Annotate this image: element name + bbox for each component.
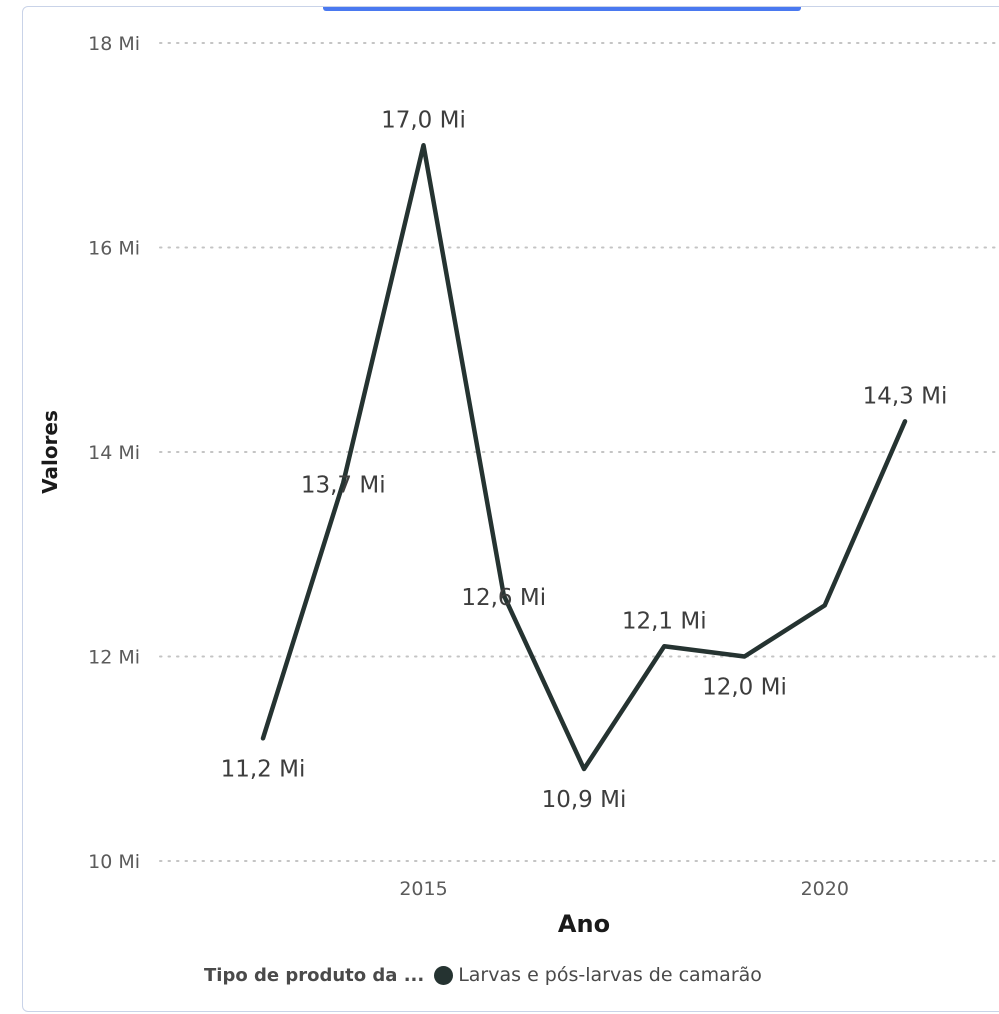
y-axis-ticks: 10 Mi 12 Mi 14 Mi 16 Mi 18 Mi (88, 33, 140, 873)
chart-visual-card[interactable] (22, 6, 999, 1012)
y-tick-label: 14 Mi (88, 442, 140, 464)
data-label: 13,7 Mi (301, 473, 386, 499)
data-label: 17,0 Mi (381, 107, 466, 133)
series-lines (260, 143, 908, 772)
y-tick-label: 16 Mi (88, 238, 140, 260)
series-line[interactable] (260, 143, 908, 772)
data-labels: 11,2 Mi 13,7 Mi 17,0 Mi 12,6 Mi 10,9 Mi 12,1 … (221, 107, 948, 813)
x-axis-ticks: 2015 2020 (399, 878, 849, 900)
x-tick-label: 2015 (399, 878, 447, 900)
y-tick-label: 18 Mi (88, 33, 140, 55)
visual-focus-indicator (323, 7, 801, 11)
data-label: 11,2 Mi (221, 756, 306, 782)
gridlines (159, 42, 997, 862)
data-label: 10,9 Mi (542, 787, 627, 813)
y-tick-label: 12 Mi (88, 647, 140, 669)
x-axis-title: Ano (558, 910, 610, 938)
y-tick-label: 10 Mi (88, 851, 140, 873)
data-label: 12,6 Mi (461, 585, 546, 611)
legend-series-label[interactable]: Larvas e pós-larvas de camarão (458, 964, 762, 986)
data-label: 12,0 Mi (702, 675, 787, 701)
data-label: 12,1 Mi (622, 608, 707, 634)
y-axis-title: Valores (38, 410, 62, 494)
x-tick-label: 2020 (801, 878, 849, 900)
legend[interactable]: Tipo de produto da ... Larvas e pós-larv… (204, 960, 762, 990)
legend-title: Tipo de produto da ... (204, 964, 425, 986)
legend-marker-icon (434, 965, 454, 985)
data-label: 14,3 Mi (863, 383, 948, 409)
